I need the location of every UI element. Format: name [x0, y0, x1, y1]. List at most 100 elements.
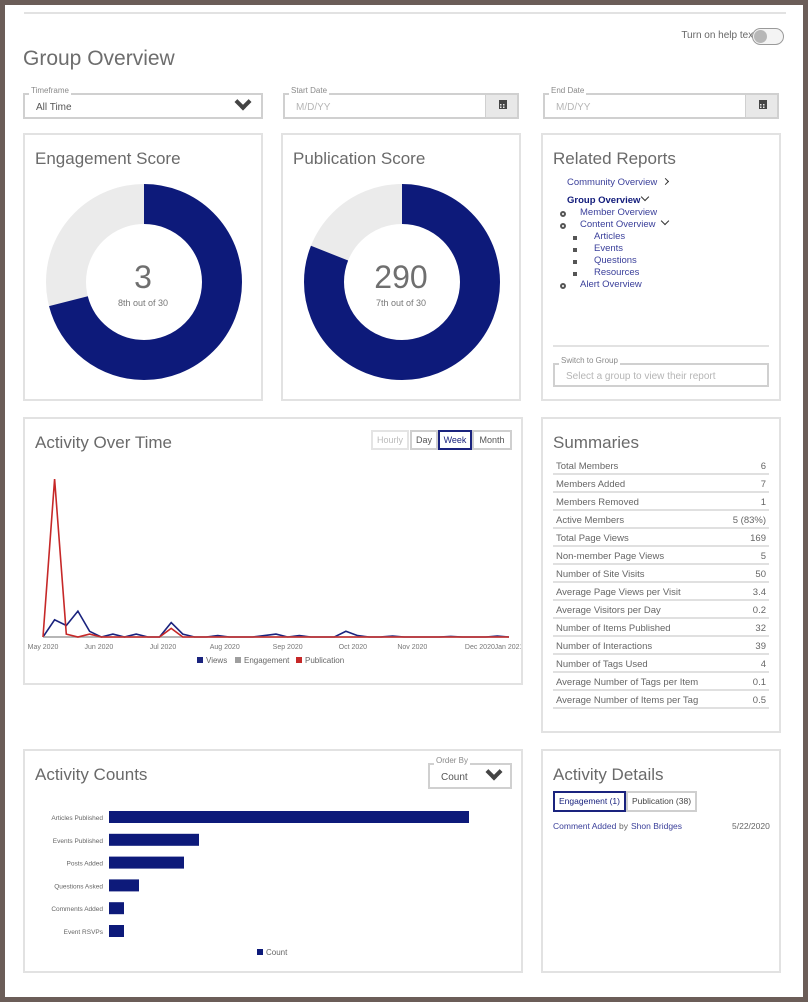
questions-link[interactable]: Questions	[594, 255, 637, 266]
day-button[interactable]: Day	[410, 430, 438, 450]
summary-row: Non-member Page Views 5	[553, 547, 769, 565]
timeframe-value: All Time	[36, 102, 72, 113]
legend-swatch	[257, 949, 263, 955]
summary-value: 32	[755, 623, 766, 634]
bullet-icon	[560, 283, 566, 289]
page-title: Group Overview	[23, 47, 175, 70]
bar	[109, 811, 469, 823]
activity-user-link[interactable]: Shon Bridges	[631, 821, 683, 831]
bullet-icon	[560, 223, 566, 229]
bar	[109, 833, 199, 846]
bar-category-label: Questions Asked	[54, 883, 103, 890]
start-date-field[interactable]: Start Date M/D/YY	[283, 86, 519, 119]
summary-row: Total Members 6	[553, 457, 769, 475]
summary-row: Average Visitors per Day 0.2	[553, 601, 769, 619]
week-button[interactable]: Week	[438, 430, 472, 450]
bar	[109, 925, 124, 937]
bar-category-label: Posts Added	[67, 861, 104, 868]
summary-label: Average Visitors per Day	[556, 605, 661, 616]
bar	[109, 902, 124, 915]
calendar-icon[interactable]	[745, 95, 777, 117]
tab-engagement[interactable]: Engagement (1)	[553, 791, 626, 812]
summary-value: 5	[760, 551, 766, 562]
legend-label: Publication	[305, 656, 344, 665]
summary-row: Number of Site Visits 50	[553, 565, 769, 583]
summary-label: Average Number of Tags per Item	[556, 677, 699, 688]
activity-counts-bar-chart: Articles Published Events Published Posts …	[51, 811, 469, 957]
activity-date: 5/22/2020	[732, 821, 770, 831]
publication-rank: 7th out of 30	[375, 298, 427, 308]
resources-link[interactable]: Resources	[594, 267, 640, 278]
articles-link[interactable]: Articles	[594, 231, 626, 242]
summary-value: 50	[755, 569, 766, 580]
summary-row: Total Page Views 169	[553, 529, 769, 547]
engagement-rank: 8th out of 30	[117, 298, 169, 308]
activity-by-label: by	[619, 821, 628, 831]
bullet-icon	[560, 211, 566, 217]
activity-over-time-title: Activity Over Time	[35, 433, 172, 452]
chevron-down-icon	[660, 216, 670, 226]
activity-action-link[interactable]: Comment Added	[553, 821, 617, 831]
switch-group-input[interactable]: Switch to Group Select a group to view t…	[553, 356, 769, 387]
summary-label: Non-member Page Views	[556, 551, 665, 562]
content-overview-link[interactable]: Content Overview	[580, 219, 656, 230]
timeframe-select[interactable]: Timeframe All Time	[23, 86, 263, 119]
help-text-label: Turn on help text	[681, 30, 756, 41]
summary-value: 0.2	[752, 605, 766, 616]
legend-swatch	[235, 657, 241, 663]
bullet-icon	[573, 260, 577, 264]
publication-score-title: Publication Score	[293, 149, 426, 168]
engagement-score-card: Engagement Score 3 8th out of 30	[23, 133, 263, 401]
summary-label: Total Members	[556, 461, 619, 472]
publication-score-value: 290	[374, 259, 428, 295]
summary-value: 4	[760, 659, 766, 670]
engagement-score-value: 3	[134, 259, 152, 295]
bar	[109, 856, 184, 869]
group-overview-link[interactable]: Group Overview	[567, 195, 641, 206]
activity-line-chart: May 2020 Jun 2020 Jul 2020 Aug 2020 Sep 2020…	[28, 478, 521, 665]
x-tick-label: Nov 2020	[397, 644, 427, 651]
summary-value: 169	[750, 533, 766, 544]
member-overview-link[interactable]: Member Overview	[580, 207, 658, 218]
engagement-score-title: Engagement Score	[35, 149, 181, 168]
summary-value: 7	[760, 479, 766, 490]
donut-fill	[46, 184, 242, 380]
events-link[interactable]: Events	[594, 243, 624, 254]
summary-row: Number of Interactions 39	[553, 637, 769, 655]
bullet-icon	[573, 272, 577, 276]
series-line-publication	[42, 478, 509, 638]
x-tick-label: Sep 2020	[273, 644, 303, 651]
end-date-placeholder: M/D/YY	[556, 102, 591, 113]
month-button[interactable]: Month	[472, 430, 512, 450]
summaries-title: Summaries	[553, 433, 639, 452]
summary-label: Number of Interactions	[556, 641, 653, 652]
legend-swatch	[197, 657, 203, 663]
hourly-button[interactable]: Hourly	[371, 430, 409, 450]
x-tick-label: Jul 2020	[150, 644, 177, 651]
alert-overview-link[interactable]: Alert Overview	[580, 279, 642, 290]
summary-row: Number of Tags Used 4	[553, 655, 769, 673]
summary-label: Members Removed	[556, 497, 639, 508]
x-tick-label: Aug 2020	[210, 644, 240, 651]
help-text-toggle[interactable]	[752, 28, 784, 45]
x-tick-label: May 2020	[28, 644, 59, 651]
start-date-label: Start Date	[289, 86, 330, 95]
tab-publication[interactable]: Publication (38)	[626, 791, 697, 812]
switch-group-placeholder: Select a group to view their report	[566, 371, 716, 382]
calendar-icon[interactable]	[485, 95, 517, 117]
summary-value: 0.5	[752, 695, 766, 706]
summary-label: Number of Site Visits	[556, 569, 645, 580]
summary-value: 1	[760, 497, 766, 508]
summary-label: Members Added	[556, 479, 626, 490]
summary-row: Active Members 5 (83%)	[553, 511, 769, 529]
donut-fill	[304, 184, 500, 380]
order-by-select[interactable]: Order By Count	[428, 756, 512, 789]
related-reports-card: Related Reports Community Overview Group…	[541, 133, 781, 401]
related-reports-title: Related Reports	[553, 149, 676, 168]
legend-label: Engagement	[244, 656, 290, 665]
community-overview-link[interactable]: Community Overview	[567, 177, 658, 188]
end-date-field[interactable]: End Date M/D/YY	[543, 86, 779, 119]
summary-value: 6	[760, 461, 766, 472]
summary-row: Number of Items Published 32	[553, 619, 769, 637]
summary-row: Average Number of Items per Tag 0.5	[553, 691, 769, 709]
